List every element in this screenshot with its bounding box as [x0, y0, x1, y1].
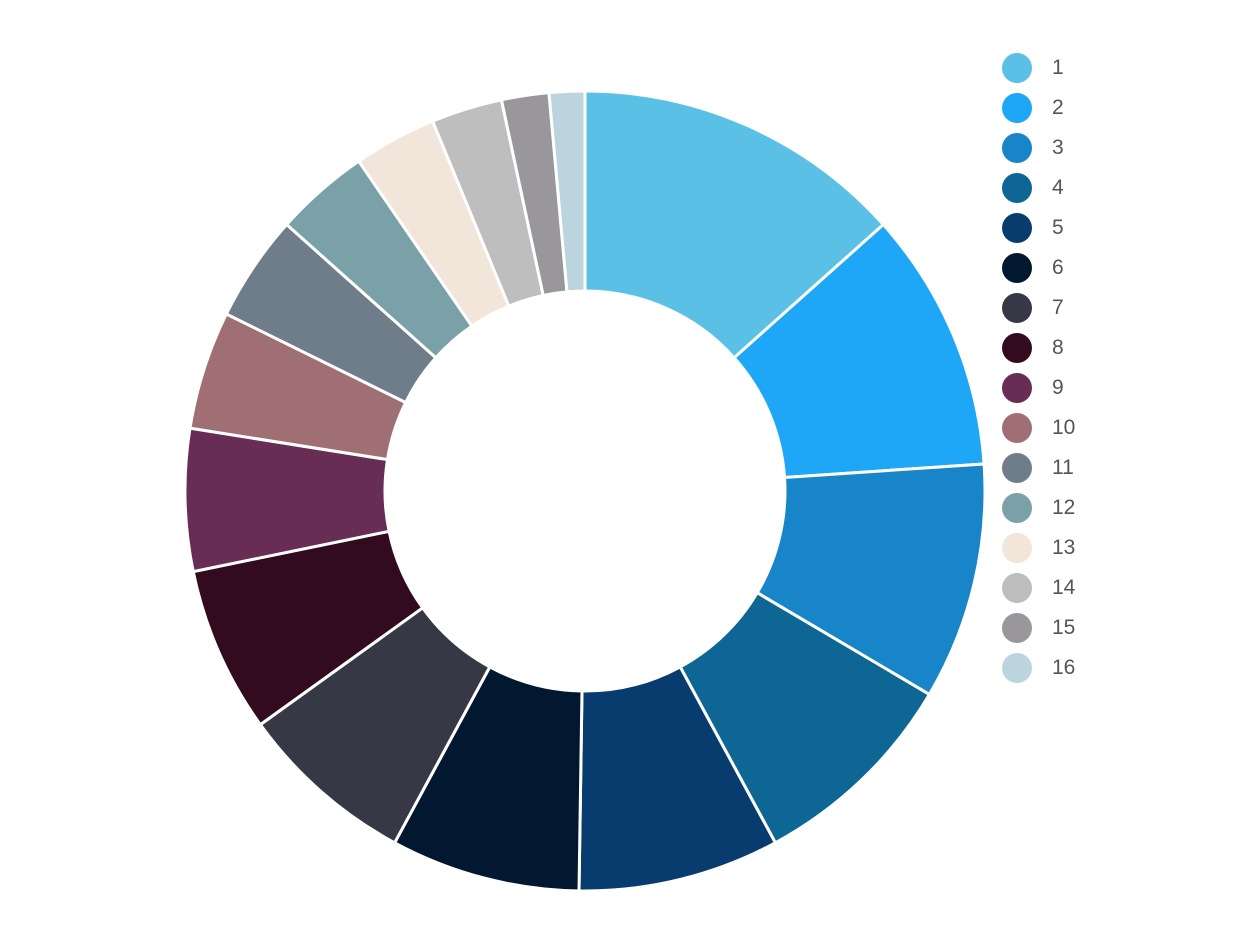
- legend-item-1[interactable]: 1: [1002, 48, 1202, 88]
- legend-label-3: 3: [1052, 136, 1064, 159]
- legend-item-2[interactable]: 2: [1002, 88, 1202, 128]
- legend-swatch-1: [1002, 53, 1032, 83]
- legend-label-13: 13: [1052, 536, 1076, 559]
- legend-swatch-5: [1002, 213, 1032, 243]
- legend-item-10[interactable]: 10: [1002, 408, 1202, 448]
- legend-label-16: 16: [1052, 656, 1076, 679]
- legend-item-3[interactable]: 3: [1002, 128, 1202, 168]
- legend-swatch-10: [1002, 413, 1032, 443]
- legend-label-8: 8: [1052, 336, 1064, 359]
- legend-swatch-12: [1002, 493, 1032, 523]
- legend-label-1: 1: [1052, 56, 1064, 79]
- legend-item-9[interactable]: 9: [1002, 368, 1202, 408]
- legend-swatch-6: [1002, 253, 1032, 283]
- legend-label-14: 14: [1052, 576, 1076, 599]
- legend-item-4[interactable]: 4: [1002, 168, 1202, 208]
- legend-swatch-11: [1002, 453, 1032, 483]
- legend-item-12[interactable]: 12: [1002, 488, 1202, 528]
- legend-label-6: 6: [1052, 256, 1064, 279]
- legend-label-15: 15: [1052, 616, 1076, 639]
- chart-legend: 1 2 3 4 5 6 7 8 9 10 11 12 13 14 15 16: [1002, 48, 1202, 688]
- legend-item-8[interactable]: 8: [1002, 328, 1202, 368]
- legend-label-2: 2: [1052, 96, 1064, 119]
- legend-swatch-14: [1002, 573, 1032, 603]
- legend-item-7[interactable]: 7: [1002, 288, 1202, 328]
- donut-slice-16[interactable]: [547, 89, 587, 294]
- legend-label-5: 5: [1052, 216, 1064, 239]
- donut-slices: [183, 89, 987, 893]
- legend-swatch-16: [1002, 653, 1032, 683]
- legend-item-13[interactable]: 13: [1002, 528, 1202, 568]
- legend-item-14[interactable]: 14: [1002, 568, 1202, 608]
- legend-item-6[interactable]: 6: [1002, 248, 1202, 288]
- legend-swatch-3: [1002, 133, 1032, 163]
- legend-item-5[interactable]: 5: [1002, 208, 1202, 248]
- legend-swatch-9: [1002, 373, 1032, 403]
- legend-swatch-13: [1002, 533, 1032, 563]
- legend-swatch-15: [1002, 613, 1032, 643]
- legend-label-11: 11: [1052, 456, 1074, 479]
- legend-label-9: 9: [1052, 376, 1064, 399]
- legend-label-10: 10: [1052, 416, 1076, 439]
- legend-label-7: 7: [1052, 296, 1064, 319]
- legend-swatch-2: [1002, 93, 1032, 123]
- legend-item-16[interactable]: 16: [1002, 648, 1202, 688]
- legend-swatch-7: [1002, 293, 1032, 323]
- legend-label-12: 12: [1052, 496, 1076, 519]
- legend-swatch-4: [1002, 173, 1032, 203]
- legend-label-4: 4: [1052, 176, 1064, 199]
- legend-item-15[interactable]: 15: [1002, 608, 1202, 648]
- legend-swatch-8: [1002, 333, 1032, 363]
- legend-item-11[interactable]: 11: [1002, 448, 1202, 488]
